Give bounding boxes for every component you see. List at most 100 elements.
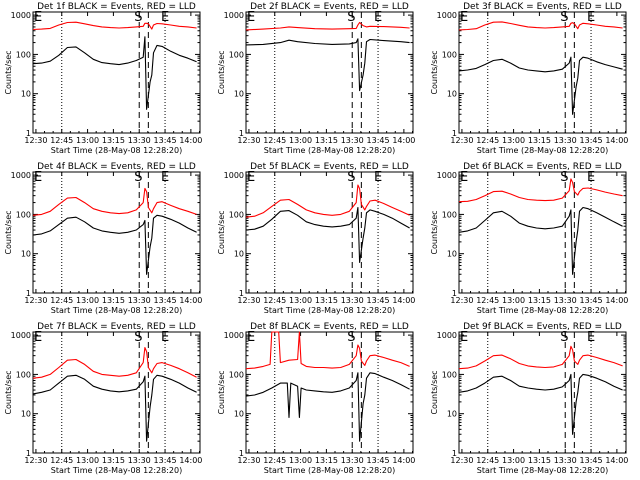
y-tick-label: 1000 [437,331,457,340]
x-axis-label: Start Time (28-May-08 12:28:20) [264,146,395,155]
x-tick-label: 12:30 [24,136,47,145]
y-tick-label: 100 [229,210,244,219]
x-tick-label: 12:30 [237,456,260,465]
x-tick-label: 13:30 [341,136,364,145]
chart-title: Det 2f BLACK = Events, RED = LLD [250,2,409,12]
x-tick-label: 13:15 [102,296,125,305]
x-tick-label: 13:30 [341,296,364,305]
x-tick-label: 13:30 [341,456,364,465]
series-lld-line [458,345,623,370]
y-tick-label: 1 [452,289,457,298]
series-events-line [32,374,197,442]
marker-e-right: E [374,170,382,185]
x-tick-label: 13:45 [154,136,177,145]
x-tick-label: 13:00 [502,296,525,305]
panel-det-3f: Det 3f BLACK = Events, RED = LLD 1 10 100 10… [430,2,628,155]
x-tick-label: 14:00 [179,136,202,145]
x-tick-label: 12:45 [263,456,286,465]
x-tick-label: 12:45 [50,136,73,145]
y-tick-label: 10 [234,410,244,419]
series-events-line [458,373,623,435]
y-tick-label: 100 [442,370,457,379]
x-tick-label: 12:30 [450,296,473,305]
y-tick-label: 1000 [437,171,457,180]
x-tick-label: 13:30 [554,136,577,145]
x-tick-label: 14:00 [392,136,415,145]
x-tick-label: 12:30 [237,136,260,145]
y-tick-label: 1000 [224,171,244,180]
plot-frame [32,331,201,454]
x-tick-label: 13:45 [580,456,603,465]
x-tick-label: 13:45 [154,456,177,465]
x-tick-label: 13:00 [289,456,312,465]
marker-e-right: E [587,330,595,345]
y-axis-label: Counts/sec [217,210,226,254]
chart-title: Det 7f BLACK = Events, RED = LLD [37,322,196,332]
y-tick-label: 10 [447,90,457,99]
marker-e-right: E [374,10,382,25]
x-tick-label: 13:45 [580,136,603,145]
marker-s: S [347,330,355,345]
plot-frame [458,171,627,294]
x-tick-label: 13:15 [102,136,125,145]
marker-s: S [560,10,568,25]
y-axis-label: Counts/sec [217,370,226,414]
x-tick-label: 14:00 [392,456,415,465]
y-tick-label: 100 [229,370,244,379]
x-tick-label: 13:30 [554,296,577,305]
y-tick-label: 10 [447,250,457,259]
y-tick-label: 10 [234,250,244,259]
x-tick-label: 14:00 [605,296,628,305]
series-events-line [458,206,623,275]
x-tick-label: 13:30 [128,456,151,465]
x-tick-label: 12:45 [476,456,499,465]
x-tick-label: 13:15 [528,136,551,145]
marker-s: S [347,170,355,185]
x-tick-label: 13:30 [554,456,577,465]
marker-e-right: E [587,170,595,185]
y-tick-label: 1 [26,129,31,138]
y-tick-label: 100 [229,50,244,59]
marker-s: S [560,330,568,345]
x-tick-label: 13:15 [528,296,551,305]
y-tick-label: 1 [452,449,457,458]
series-lld-line [245,331,410,370]
chart-title: Det 9f BLACK = Events, RED = LLD [463,322,622,332]
x-tick-label: 13:00 [289,296,312,305]
marker-s: S [134,330,142,345]
marker-e-left: E [247,170,255,185]
x-tick-label: 13:45 [367,296,390,305]
x-tick-label: 13:30 [128,296,151,305]
marker-e-right: E [161,10,169,25]
marker-e-right: E [161,170,169,185]
x-tick-label: 13:45 [154,296,177,305]
x-tick-label: 13:45 [367,136,390,145]
plot-frame [32,171,201,294]
marker-s: S [347,10,355,25]
marker-e-left: E [460,330,468,345]
marker-e-left: E [247,330,255,345]
plot-frame [458,11,627,134]
panel-det-6f: Det 6f BLACK = Events, RED = LLD 1 10 100 10… [430,162,628,315]
panel-det-8f: Det 8f BLACK = Events, RED = LLD 1 10 100 10… [217,322,415,475]
x-axis-label: Start Time (28-May-08 12:28:20) [264,466,395,475]
marker-e-left: E [247,10,255,25]
x-tick-label: 13:15 [315,136,338,145]
y-axis-label: Counts/sec [430,210,439,254]
x-tick-label: 13:00 [76,136,99,145]
x-tick-label: 12:45 [50,296,73,305]
y-tick-label: 1000 [224,11,244,20]
x-tick-label: 13:00 [76,456,99,465]
y-tick-label: 1000 [224,331,244,340]
panel-det-7f: Det 7f BLACK = Events, RED = LLD 1 10 100 10… [4,322,202,475]
x-tick-label: 13:00 [76,296,99,305]
y-axis-label: Counts/sec [4,370,13,414]
y-tick-label: 1 [26,449,31,458]
x-axis-label: Start Time (28-May-08 12:28:20) [51,466,182,475]
marker-e-left: E [460,10,468,25]
series-events-line [458,56,623,115]
plot-frame [245,331,414,454]
x-tick-label: 12:30 [24,456,47,465]
marker-e-left: E [34,10,42,25]
